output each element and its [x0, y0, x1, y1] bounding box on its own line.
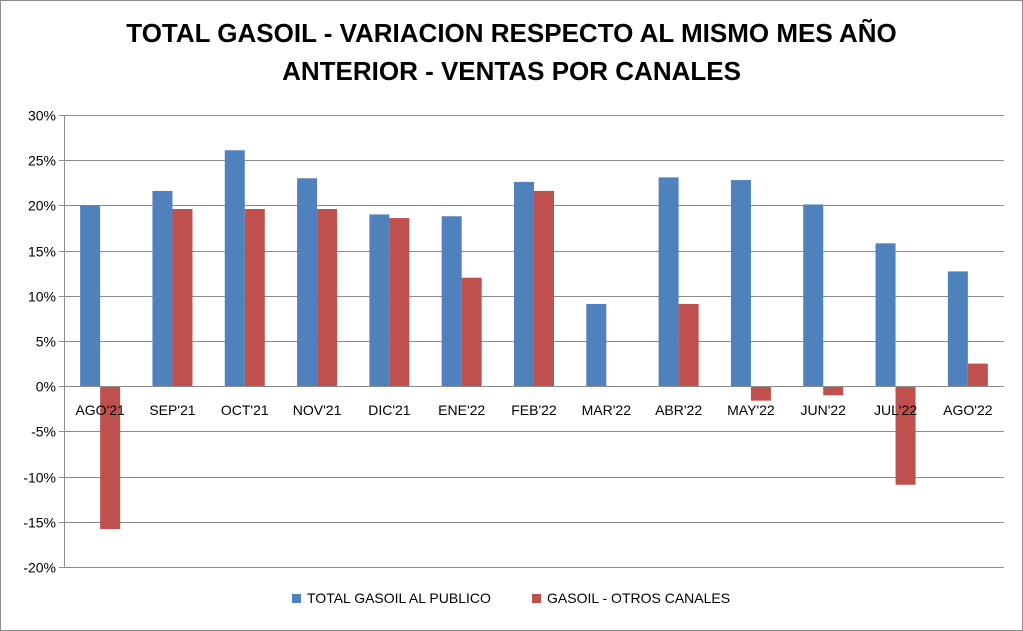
- legend: TOTAL GASOIL AL PUBLICO GASOIL - OTROS CA…: [292, 590, 730, 606]
- bar-otros-canales-1: [172, 209, 193, 387]
- bar-publico-6: [514, 181, 534, 387]
- bar-publico-0: [80, 205, 101, 387]
- bar-publico-3: [297, 178, 318, 387]
- bar-publico-10: [803, 204, 824, 387]
- y-tick-label: 20%: [28, 198, 56, 214]
- x-tick-label: ENE'22: [438, 402, 485, 418]
- bar-otros-canales-5: [461, 277, 482, 387]
- y-tick-label: -15%: [23, 515, 56, 531]
- x-tick-label: MAR'22: [582, 402, 632, 418]
- bar-otros-canales-9: [750, 386, 771, 401]
- bar-otros-canales-11: [895, 386, 916, 485]
- x-tick-label: NOV'21: [293, 402, 342, 418]
- bar-publico-11: [875, 243, 896, 387]
- x-tick-label: DIC'21: [368, 402, 411, 418]
- legend-label-publico: TOTAL GASOIL AL PUBLICO: [307, 590, 491, 606]
- x-tick-label: AGO'22: [943, 402, 993, 418]
- chart-title-line-2: ANTERIOR - VENTAS POR CANALES: [282, 56, 741, 86]
- x-tick-label: SEP'21: [149, 402, 195, 418]
- y-tick-label: 30%: [28, 108, 56, 124]
- legend-swatch-otros-canales: [532, 594, 541, 603]
- x-tick-label: FEB'22: [511, 402, 557, 418]
- bar-publico-7: [586, 303, 607, 387]
- legend-swatch-publico: [292, 594, 301, 603]
- bar-publico-9: [730, 180, 751, 387]
- y-tick-label: 15%: [28, 244, 56, 260]
- x-tick-label: JUN'22: [800, 402, 846, 418]
- bar-publico-8: [658, 177, 679, 387]
- chart-title: TOTAL GASOIL - VARIACION RESPECTO AL MIS…: [0, 14, 1023, 90]
- y-tick-label: -10%: [23, 470, 56, 486]
- y-tick-label: 25%: [28, 153, 56, 169]
- x-tick-label: AGO'21: [75, 402, 125, 418]
- x-tick-label: JUL'22: [874, 402, 917, 418]
- chart-title-line-1: TOTAL GASOIL - VARIACION RESPECTO AL MIS…: [126, 18, 897, 48]
- legend-label-otros-canales: GASOIL - OTROS CANALES: [547, 590, 730, 606]
- bar-publico-5: [441, 216, 462, 387]
- bar-otros-canales-10: [823, 386, 844, 396]
- bar-otros-canales-3: [317, 209, 338, 387]
- bar-otros-canales-2: [244, 209, 265, 387]
- bar-otros-canales-8: [678, 303, 699, 387]
- bar-otros-canales-4: [389, 218, 410, 387]
- y-tick-label: 10%: [28, 289, 56, 305]
- x-tick-label: OCT'21: [221, 402, 269, 418]
- x-tick-label: ABR'22: [655, 402, 702, 418]
- axes: 30% 25% 20% 15% 10% 5% 0% -5% -10% -15% -20% AGO'21…: [23, 108, 1004, 576]
- bar-publico-1: [152, 190, 173, 387]
- bar-otros-canales-0: [100, 386, 121, 530]
- bar-otros-canales-6: [534, 190, 554, 387]
- bars: [80, 150, 988, 530]
- bar-otros-canales-12: [967, 363, 988, 387]
- bar-publico-12: [947, 271, 968, 387]
- y-tick-label: -20%: [23, 560, 56, 576]
- bar-publico-4: [369, 214, 390, 387]
- y-tick-label: 5%: [36, 334, 56, 350]
- x-tick-label: MAY'22: [727, 402, 775, 418]
- bar-publico-2: [224, 150, 245, 387]
- y-tick-label: 0%: [36, 379, 56, 395]
- y-tick-label: -5%: [31, 424, 56, 440]
